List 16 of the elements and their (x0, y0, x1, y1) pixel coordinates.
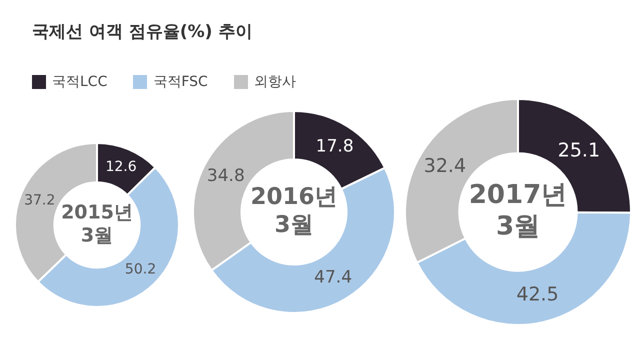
text: 2017년 3월 (468, 180, 568, 242)
legend-label: 외항사 (254, 73, 296, 91)
legend-label: 국적LCC (52, 73, 108, 91)
text: 2015년 3월 (61, 202, 133, 246)
data-label: 50.2 (124, 261, 156, 278)
data-label: 34.8 (206, 166, 245, 186)
text: 2016년 3월 (250, 184, 338, 238)
data-label: 17.8 (316, 136, 354, 156)
data-label: 12.6 (105, 159, 137, 176)
legend-label: 국적FSC (153, 73, 208, 91)
data-label: 42.5 (516, 284, 559, 306)
chart-title: 국제선 여객 점유율(%) 추이 (32, 21, 252, 43)
data-label: 47.4 (314, 267, 352, 288)
data-label: 32.4 (424, 154, 466, 177)
data-label: 37.2 (24, 192, 56, 208)
data-label: 25.1 (558, 139, 600, 162)
